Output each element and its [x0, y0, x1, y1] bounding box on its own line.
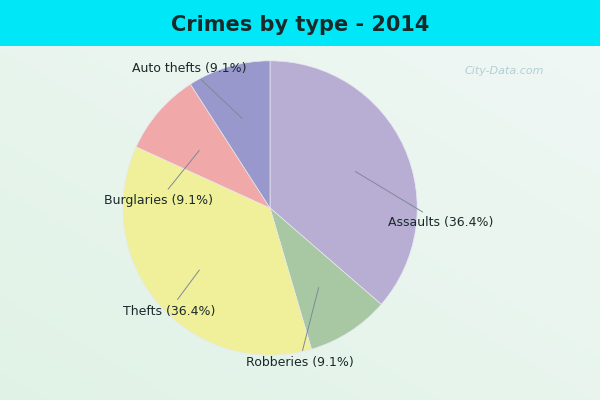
Wedge shape — [136, 84, 270, 208]
Wedge shape — [270, 208, 381, 349]
Text: City-Data.com: City-Data.com — [464, 66, 544, 76]
Text: Assaults (36.4%): Assaults (36.4%) — [355, 172, 493, 229]
Text: Robberies (9.1%): Robberies (9.1%) — [245, 288, 353, 369]
Text: Thefts (36.4%): Thefts (36.4%) — [123, 270, 215, 318]
Text: Auto thefts (9.1%): Auto thefts (9.1%) — [132, 62, 246, 118]
Wedge shape — [123, 147, 311, 355]
Text: Burglaries (9.1%): Burglaries (9.1%) — [104, 150, 214, 207]
Wedge shape — [190, 61, 270, 208]
Wedge shape — [270, 61, 417, 304]
Text: Crimes by type - 2014: Crimes by type - 2014 — [171, 15, 429, 35]
